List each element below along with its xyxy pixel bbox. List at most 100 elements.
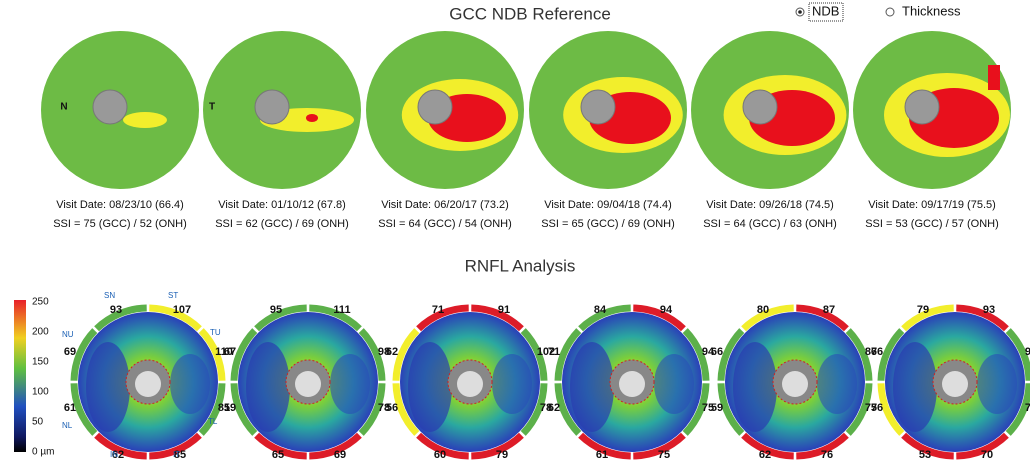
sector-ring xyxy=(796,432,849,460)
sector-ring xyxy=(309,304,362,332)
sector-ring xyxy=(845,328,873,381)
sector-ring xyxy=(741,304,794,332)
scale-label: 0 µm xyxy=(32,447,54,458)
gcc-title: GCC NDB Reference xyxy=(449,4,611,23)
sector-value: 102 xyxy=(537,346,555,358)
thin-area xyxy=(893,342,937,432)
sector-value: 87 xyxy=(823,304,835,316)
sector-ring xyxy=(149,304,202,332)
scale-label: 150 xyxy=(32,357,49,368)
red-area xyxy=(306,114,318,122)
sector-ring xyxy=(94,432,147,460)
sector-ring xyxy=(471,304,524,332)
visit-date: Visit Date: 09/26/18 (74.5) xyxy=(706,199,834,211)
sector-ring xyxy=(682,328,710,381)
cup xyxy=(782,371,808,397)
sector-value: 71 xyxy=(1025,402,1030,414)
optic-disc xyxy=(254,89,290,125)
visit-ssi: SSI = 53 (GCC) / 57 (ONH) xyxy=(865,218,999,230)
sector-ring xyxy=(358,328,386,381)
sector-ring xyxy=(198,383,226,436)
sector-value: 87 xyxy=(865,346,877,358)
sector-value: 107 xyxy=(173,304,191,316)
sector-value: 84 xyxy=(594,304,607,316)
sector-ring xyxy=(554,383,582,436)
thin-area xyxy=(733,342,777,432)
sector-label: NL xyxy=(62,421,73,430)
sector-value: 67 xyxy=(224,346,236,358)
sector-ring xyxy=(901,304,954,332)
radio-thickness[interactable] xyxy=(885,7,895,17)
sector-value: 62 xyxy=(548,402,560,414)
visit-date: Visit Date: 09/04/18 (74.4) xyxy=(544,199,672,211)
sector-value: 93 xyxy=(983,304,995,316)
sector-value: 98 xyxy=(378,346,390,358)
sector-ring xyxy=(877,383,905,436)
radio-label[interactable]: NDB xyxy=(812,3,839,18)
sector-label: IN xyxy=(110,450,118,459)
visit-ssi: SSI = 75 (GCC) / 52 (ONH) xyxy=(53,218,187,230)
sector-ring xyxy=(682,383,710,436)
sector-label: TU xyxy=(210,328,221,337)
sector-value: 95 xyxy=(270,304,282,316)
sector-value: 78 xyxy=(540,402,552,414)
sector-label: SN xyxy=(104,291,115,300)
nasal-label: N xyxy=(60,102,67,113)
sector-value: 110 xyxy=(215,346,233,358)
radio-label[interactable]: Thickness xyxy=(902,3,961,18)
sector-value: 79 xyxy=(496,449,508,461)
sector-ring xyxy=(741,432,794,460)
color-bar xyxy=(14,300,26,452)
thin-area xyxy=(570,342,614,432)
radio-dot xyxy=(798,10,802,14)
scale-label: 200 xyxy=(32,327,49,338)
sector-ring xyxy=(94,304,147,332)
sector-ring xyxy=(578,304,631,332)
visit-date: Visit Date: 09/17/19 (75.5) xyxy=(868,199,996,211)
red-area xyxy=(988,65,1000,90)
temporal-label: T xyxy=(209,102,215,113)
sector-ring xyxy=(520,383,548,436)
sector-ring xyxy=(717,328,745,381)
sector-ring xyxy=(416,304,469,332)
sector-value: 75 xyxy=(702,402,714,414)
visit-date: Visit Date: 01/10/12 (67.8) xyxy=(218,199,346,211)
sector-value: 99 xyxy=(1025,346,1030,358)
sector-ring xyxy=(1005,383,1030,436)
sector-value: 66 xyxy=(871,346,883,358)
sector-value: 76 xyxy=(821,449,833,461)
sector-label: ST xyxy=(168,291,178,300)
visit-date: Visit Date: 08/23/10 (66.4) xyxy=(56,199,184,211)
sector-value: 62 xyxy=(759,449,771,461)
yellow-area xyxy=(123,112,167,128)
visit-ssi: SSI = 65 (GCC) / 69 (ONH) xyxy=(541,218,675,230)
sector-value: 85 xyxy=(174,449,186,461)
sector-value: 81 xyxy=(218,402,230,414)
sector-ring xyxy=(578,432,631,460)
sector-value: 53 xyxy=(919,449,931,461)
scale-label: 50 xyxy=(32,417,44,428)
sector-ring xyxy=(633,432,686,460)
sector-ring xyxy=(796,304,849,332)
visit-ssi: SSI = 64 (GCC) / 54 (ONH) xyxy=(378,218,512,230)
optic-disc xyxy=(904,89,940,125)
sector-value: 62 xyxy=(112,449,124,461)
sector-ring xyxy=(717,383,745,436)
sector-ring xyxy=(309,432,362,460)
sector-value: 93 xyxy=(110,304,122,316)
sector-ring xyxy=(877,328,905,381)
optic-disc xyxy=(417,89,453,125)
sector-ring xyxy=(520,328,548,381)
sector-value: 70 xyxy=(981,449,993,461)
sector-value: 59 xyxy=(224,402,236,414)
sector-value: 56 xyxy=(871,402,883,414)
focus-box xyxy=(808,2,844,22)
sector-value: 78 xyxy=(378,402,390,414)
sector-label: IT xyxy=(173,450,180,459)
sector-ring xyxy=(633,304,686,332)
sector-ring xyxy=(254,304,307,332)
cup xyxy=(457,371,483,397)
sector-value: 61 xyxy=(596,449,608,461)
sector-ring xyxy=(70,383,98,436)
